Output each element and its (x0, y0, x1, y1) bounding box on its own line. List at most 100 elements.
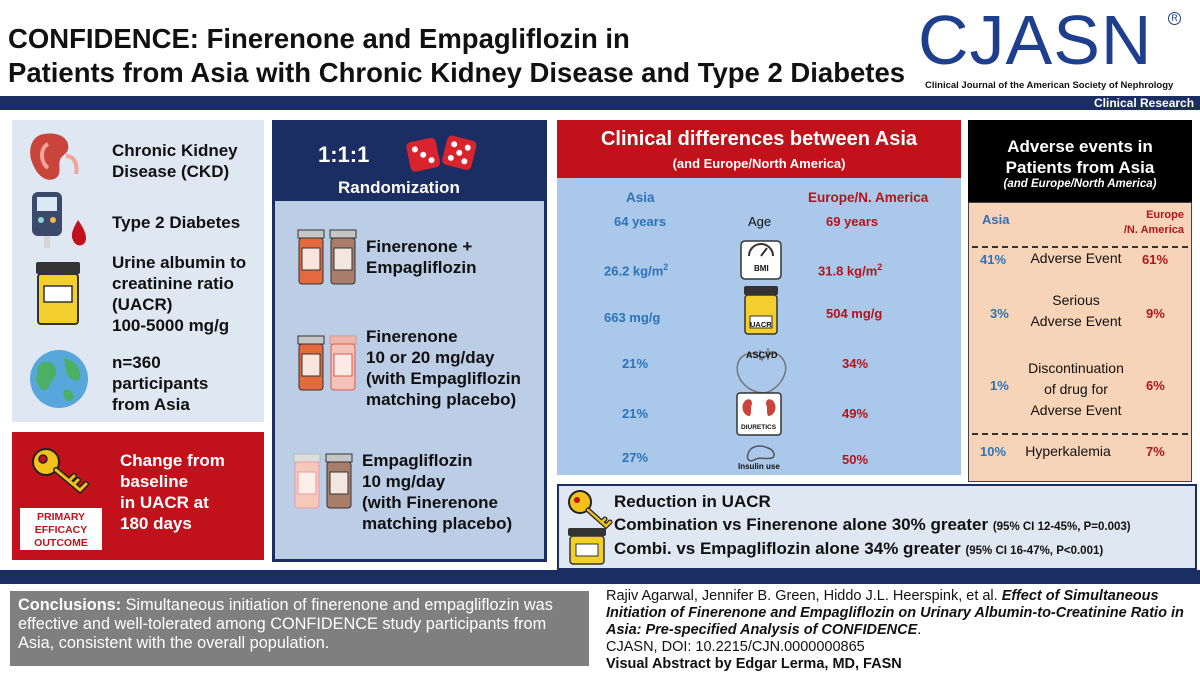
adverse-title: Adverse events in Patients from Asia (968, 136, 1192, 178)
heart-icon (736, 348, 787, 394)
adverse-title-line-2: Patients from Asia (1005, 158, 1155, 177)
ae-any-eu: 61% (1142, 252, 1169, 267)
arm3-line-3: (with Finerenone (362, 493, 498, 512)
uacr-eu: 504 mg/g (826, 306, 883, 321)
clinical-title: Clinical differences between Asia (600, 128, 918, 150)
bmi-eu-sup: 2 (877, 262, 883, 272)
ae-hyperkalemia-eu: 7% (1146, 444, 1165, 459)
key-cup-icon (568, 490, 613, 565)
outcome-line-3: in UACR at (120, 493, 209, 512)
adverse-col-asia: Asia (982, 212, 1010, 227)
randomization-label: Randomization (338, 178, 460, 197)
reduction-line-2-ci: (95% CI 16-47%, P<0.001) (965, 545, 1104, 557)
ascvd-asia: 21% (622, 356, 649, 371)
kidney-icon (30, 133, 79, 180)
ascvd-eu: 34% (842, 356, 869, 371)
reduction-line-1: Combination vs Finerenone alone 30% grea… (614, 515, 1131, 535)
citation-journal: CJASN, DOI: 10.2215/CJN.0000000865 (606, 639, 865, 655)
insulin-icon-label: Insulin use (738, 462, 780, 471)
arm-finerenone: Finerenone 10 or 20 mg/day (with Empagli… (366, 326, 521, 410)
uacr-asia: 663 mg/g (604, 310, 661, 325)
ae-hyperkalemia-label: Hyperkalemia (1025, 443, 1111, 459)
title-line-2: Patients from Asia with Chronic Kidney D… (8, 57, 906, 88)
pill-bottles-arm3-icon (293, 453, 353, 509)
adverse-col-eu: Europe /N. America (1122, 208, 1184, 238)
t2d-label: Type 2 Diabetes (112, 213, 241, 232)
urine-cup-icon (36, 262, 80, 325)
arm3-line-2: 10 mg/day (362, 472, 446, 491)
bottom-divider-bar (0, 570, 1200, 584)
ckd-label: Chronic Kidney Disease (CKD) (112, 140, 238, 182)
globe-icon (30, 350, 88, 408)
title-line-1: CONFIDENCE: Finerenone and Empagliflozin… (8, 23, 630, 54)
population-panel: Chronic Kidney Disease (CKD) Type 2 Diab… (12, 120, 264, 422)
participants-line-1: n=360 (112, 353, 161, 372)
primary-outcome-badge: PRIMARY EFFICACY OUTCOME (18, 506, 104, 552)
uacr-icon-label: UACR (750, 320, 772, 329)
reduction-title: Reduction in UACR (614, 492, 771, 511)
page-title: CONFIDENCE: Finerenone and Empagliflozin… (8, 22, 908, 90)
participants-line-2: participants (112, 374, 209, 393)
adverse-panel (968, 202, 1192, 482)
ckd-line-2: Disease (CKD) (112, 162, 230, 181)
adverse-divider-bottom (972, 433, 1188, 435)
adverse-subtitle: (and Europe/North America) (1003, 178, 1157, 190)
uacr-criteria: Urine albumin to creatinine ratio (UACR)… (112, 252, 246, 336)
reduction-panel (557, 484, 1197, 570)
bmi-eu: 31.8 kg/m2 (818, 262, 882, 278)
clinical-col-asia: Asia (626, 190, 655, 205)
clinical-header (557, 120, 961, 178)
conclusions-text: Simultaneous initiation of finerenone an… (18, 596, 553, 652)
pill-bottles-arm2-icon (297, 335, 357, 391)
diuretics-asia: 21% (622, 406, 649, 421)
insulin-asia: 27% (622, 450, 649, 465)
insulin-eu: 50% (842, 452, 869, 467)
uacr-cup-icon (744, 286, 778, 335)
randomization-ratio: 1:1:1 (318, 142, 370, 167)
arm2-line-2: 10 or 20 mg/day (366, 348, 495, 367)
ae-serious-line-1: Serious (1052, 292, 1100, 308)
ae-serious-asia: 3% (990, 306, 1009, 321)
bmi-icon-label: BMI (754, 264, 769, 273)
uacr-line-3: (UACR) (112, 295, 173, 314)
glucometer-icon (32, 192, 86, 248)
citation-article-title: Effect of Simultaneous Initiation of Fin… (606, 588, 1184, 638)
ckd-line-1: Chronic Kidney (112, 141, 238, 160)
clinical-subtitle: (and Europe/North America) (672, 156, 846, 171)
ae-serious-label: Serious Adverse Event (1014, 290, 1138, 332)
reduction-line-1-text: Combination vs Finerenone alone 30% grea… (614, 515, 989, 534)
diuretics-icon (736, 392, 782, 436)
primary-outcome-text: Change from baseline in UACR at 180 days (120, 450, 225, 534)
reduction-line-1-ci: (95% CI 12-45%, P=0.003) (992, 521, 1131, 533)
outcome-line-4: 180 days (120, 514, 192, 533)
pill-bottles-arm1-icon (297, 229, 357, 285)
key-icon (32, 448, 89, 495)
journal-subtitle: Clinical Journal of the American Society… (925, 80, 1174, 91)
adverse-col-eu-line-1: Europe (1146, 209, 1184, 221)
citation: Rajiv Agarwal, Jennifer B. Green, Hiddo … (606, 588, 1196, 673)
adverse-divider-top (972, 246, 1188, 248)
arm1-line-2: Empagliflozin (366, 258, 477, 277)
badge-line-1: PRIMARY (36, 511, 86, 523)
reduction-line-2: Combi. vs Empagliflozin alone 34% greate… (614, 539, 1103, 559)
arm1-line-1: Finerenone + (366, 237, 473, 256)
ascvd-icon-label: ASCVD (746, 350, 778, 360)
diuretics-icon-label: DIURETICS (741, 424, 777, 431)
outcome-line-1: Change from (120, 451, 225, 470)
arm3-line-4: matching placebo) (362, 514, 513, 533)
reduction-line-2-text: Combi. vs Empagliflozin alone 34% greate… (614, 539, 961, 558)
clinical-col-eu: Europe/N. America (808, 190, 929, 205)
bmi-scale-icon (740, 240, 782, 280)
conclusions-box: Conclusions: Simultaneous initiation of … (10, 591, 589, 666)
ae-discontinuation-label: Discontinuation of drug for Adverse Even… (1014, 358, 1138, 421)
ae-any-asia: 41% (980, 252, 1007, 267)
adverse-title-line-1: Adverse events in (1007, 137, 1153, 156)
badge-line-2: EFFICACY (34, 524, 88, 536)
adverse-header (968, 120, 1192, 202)
ae-discontinuation-line-2: of drug for (1044, 381, 1108, 397)
arm-empagliflozin: Empagliflozin 10 mg/day (with Finerenone… (362, 450, 512, 534)
ae-hyperkalemia-asia: 10% (980, 444, 1007, 459)
ae-serious-line-2: Adverse Event (1030, 313, 1122, 329)
bmi-asia-value: 26.2 kg/m (604, 263, 664, 279)
bmi-asia: 26.2 kg/m2 (604, 262, 668, 278)
